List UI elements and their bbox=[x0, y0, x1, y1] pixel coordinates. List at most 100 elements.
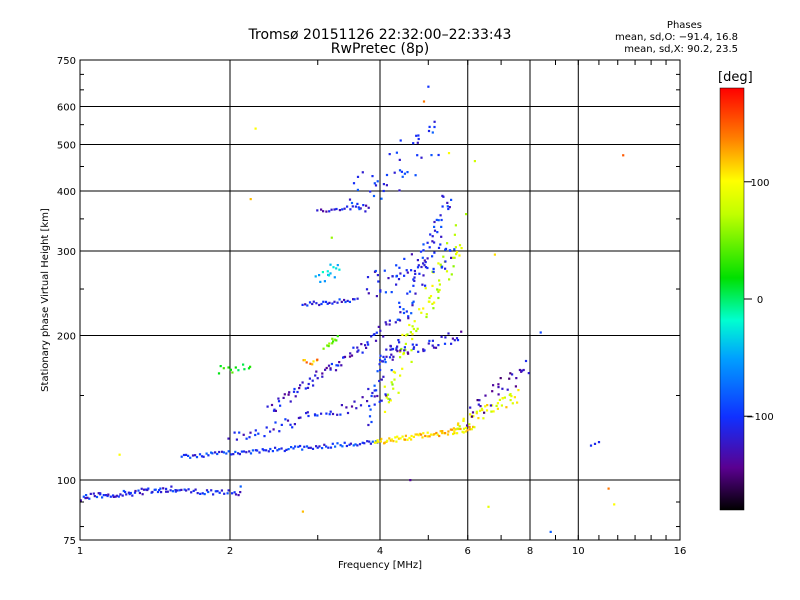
data-point bbox=[249, 431, 252, 434]
data-point bbox=[368, 404, 371, 408]
data-point bbox=[200, 455, 204, 458]
data-point bbox=[380, 399, 383, 402]
data-point bbox=[254, 429, 257, 432]
data-point bbox=[118, 453, 121, 456]
data-point bbox=[297, 445, 300, 448]
data-point bbox=[414, 433, 417, 436]
data-point bbox=[456, 423, 460, 426]
data-point bbox=[427, 342, 430, 345]
data-point bbox=[327, 274, 331, 277]
data-point bbox=[432, 267, 435, 270]
data-point bbox=[214, 451, 217, 454]
data-point bbox=[331, 302, 334, 305]
data-point bbox=[397, 339, 400, 342]
data-point bbox=[329, 368, 332, 371]
data-point bbox=[510, 395, 513, 398]
data-point bbox=[311, 447, 315, 450]
data-point bbox=[395, 440, 398, 443]
data-point bbox=[306, 411, 309, 414]
grid-lines bbox=[80, 60, 680, 540]
data-point bbox=[422, 274, 425, 277]
data-point bbox=[171, 490, 174, 493]
data-point bbox=[371, 440, 374, 443]
data-point bbox=[265, 449, 268, 452]
data-point bbox=[343, 207, 346, 210]
data-point bbox=[276, 449, 279, 452]
data-point bbox=[353, 400, 356, 403]
data-point bbox=[237, 452, 240, 455]
data-point bbox=[207, 490, 210, 494]
data-point bbox=[485, 409, 489, 412]
data-point bbox=[176, 489, 179, 492]
data-point bbox=[431, 344, 434, 347]
data-point bbox=[375, 441, 378, 444]
data-point bbox=[399, 437, 402, 440]
data-point bbox=[453, 339, 456, 342]
data-point bbox=[484, 394, 487, 397]
data-point bbox=[386, 393, 390, 396]
data-point bbox=[440, 335, 443, 338]
data-point bbox=[235, 438, 238, 441]
data-point bbox=[367, 206, 370, 209]
data-point bbox=[99, 493, 102, 496]
data-point bbox=[503, 396, 506, 399]
data-point bbox=[402, 352, 405, 355]
data-point bbox=[524, 359, 528, 363]
data-point bbox=[497, 383, 500, 386]
data-point bbox=[394, 321, 397, 324]
data-point bbox=[454, 224, 457, 227]
data-point bbox=[372, 333, 375, 336]
data-point bbox=[433, 220, 436, 224]
data-point bbox=[451, 337, 454, 340]
data-point bbox=[388, 356, 392, 359]
data-point bbox=[174, 490, 177, 493]
data-point bbox=[410, 438, 413, 441]
data-point bbox=[292, 390, 296, 393]
data-point bbox=[287, 448, 290, 451]
data-point bbox=[422, 307, 425, 310]
data-point bbox=[107, 493, 110, 496]
data-point bbox=[517, 389, 520, 392]
data-point bbox=[396, 350, 399, 353]
data-point bbox=[314, 374, 317, 377]
data-point bbox=[329, 446, 333, 449]
data-point bbox=[404, 334, 407, 337]
data-point bbox=[411, 304, 414, 307]
data-point bbox=[421, 256, 424, 259]
data-point bbox=[350, 405, 354, 408]
data-point bbox=[226, 492, 229, 495]
data-point bbox=[327, 364, 331, 367]
data-point bbox=[406, 292, 409, 295]
data-point bbox=[331, 412, 335, 416]
data-point bbox=[256, 449, 259, 452]
data-point bbox=[369, 408, 372, 411]
data-point bbox=[104, 494, 108, 497]
data-point bbox=[210, 451, 213, 454]
data-point bbox=[336, 442, 339, 445]
data-point bbox=[341, 208, 344, 211]
data-point bbox=[379, 368, 382, 372]
data-point bbox=[385, 323, 388, 326]
data-point bbox=[448, 278, 451, 281]
data-point bbox=[405, 269, 408, 272]
data-point bbox=[365, 204, 368, 207]
data-point bbox=[433, 125, 436, 129]
data-point bbox=[496, 402, 499, 405]
data-point bbox=[388, 153, 391, 156]
data-point bbox=[460, 247, 463, 250]
data-point bbox=[243, 368, 246, 371]
data-point bbox=[522, 368, 525, 372]
data-point bbox=[433, 241, 436, 244]
data-point bbox=[245, 451, 248, 454]
colorbar-tick-label: 100 bbox=[750, 178, 769, 189]
data-point bbox=[364, 344, 367, 347]
data-point bbox=[373, 403, 376, 406]
data-point bbox=[492, 410, 495, 413]
data-point bbox=[496, 407, 499, 410]
data-point bbox=[297, 416, 300, 420]
data-point bbox=[434, 346, 438, 349]
data-point bbox=[483, 411, 486, 414]
data-point bbox=[88, 497, 91, 500]
data-point bbox=[466, 424, 469, 427]
data-point bbox=[231, 371, 234, 374]
